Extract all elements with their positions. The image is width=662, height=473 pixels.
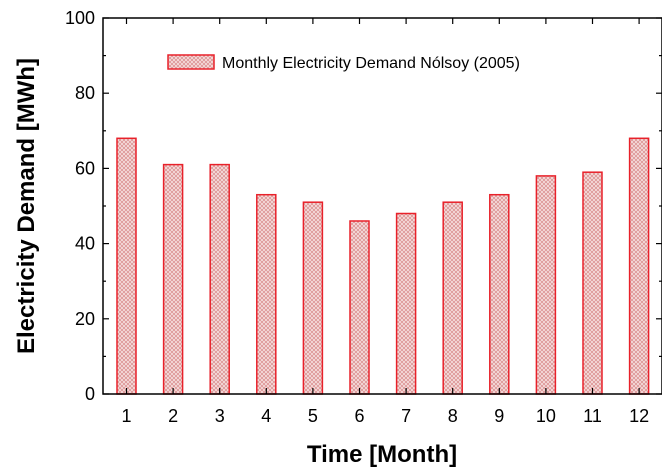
bar-month-6 xyxy=(349,220,370,395)
bars-layer xyxy=(116,137,650,395)
y-tick-label-60: 60 xyxy=(75,158,95,178)
bar-month-7 xyxy=(395,212,417,395)
bar-month-10 xyxy=(535,175,557,395)
bar-month-12 xyxy=(628,137,650,395)
bar-month-11 xyxy=(582,171,603,395)
x-tick-label-6: 6 xyxy=(354,406,364,426)
y-tick-label-40: 40 xyxy=(75,234,95,254)
legend-label: Monthly Electricity Demand Nólsoy (2005) xyxy=(222,55,520,72)
plot-frame xyxy=(102,17,662,395)
bar-month-9 xyxy=(489,193,510,395)
x-tick-label-10: 10 xyxy=(536,406,556,426)
x-tick-label-5: 5 xyxy=(308,406,318,426)
bar-month-4 xyxy=(256,193,277,395)
y-tick-label-0: 0 xyxy=(85,384,95,404)
bar-month-1 xyxy=(116,137,137,395)
bar-month-8 xyxy=(442,201,463,395)
legend: Monthly Electricity Demand Nólsoy (2005) xyxy=(167,54,520,72)
x-tick-label-9: 9 xyxy=(494,406,504,426)
x-tick-label-7: 7 xyxy=(401,406,411,426)
x-tick-label-2: 2 xyxy=(168,406,178,426)
x-tick-label-3: 3 xyxy=(215,406,225,426)
y-axis-title: Electricity Demand [MWh] xyxy=(13,58,40,354)
y-tick-label-20: 20 xyxy=(75,309,95,329)
legend-swatch xyxy=(167,54,215,70)
x-tick-label-12: 12 xyxy=(629,406,649,426)
x-tick-label-8: 8 xyxy=(448,406,458,426)
bar-month-2 xyxy=(162,163,184,395)
x-tick-label-1: 1 xyxy=(121,406,131,426)
x-axis-title: Time [Month] xyxy=(307,441,457,468)
bar-month-3 xyxy=(209,163,230,395)
x-tick-label-4: 4 xyxy=(261,406,271,426)
y-tick-label-80: 80 xyxy=(75,83,95,103)
y-tick-label-100: 100 xyxy=(65,8,95,28)
x-tick-label-11: 11 xyxy=(583,406,602,426)
bar-month-5 xyxy=(302,201,324,395)
